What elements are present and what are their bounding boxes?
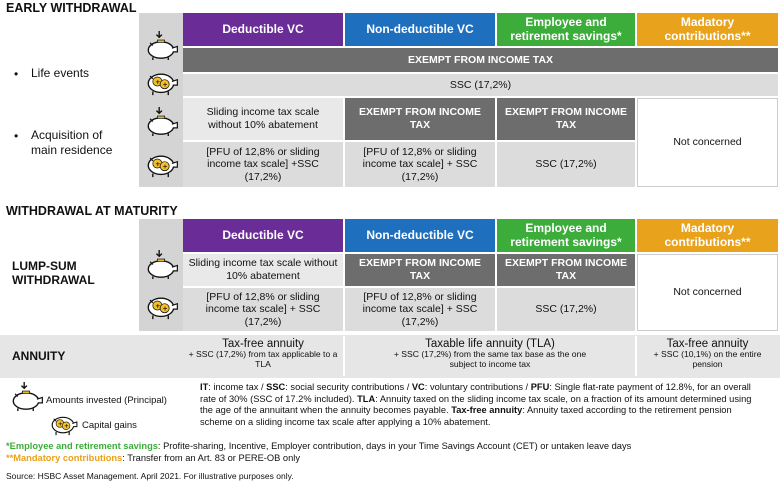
acquisition-label-1: Acquisition of — [31, 128, 103, 142]
piggy-bank-gains-icon — [141, 66, 181, 97]
maturity-deductible-top: Sliding income tax scale without 10% aba… — [183, 254, 343, 286]
annuity-divider — [343, 336, 345, 376]
lump-sum-label: LUMP-SUM WITHDRAWAL — [12, 259, 95, 288]
header-employee-savings: Employee and retirement savings* — [497, 219, 635, 252]
exempt-all-cell: EXEMPT FROM INCOME TAX — [183, 48, 778, 72]
legend-gains-label: Capital gains — [82, 420, 137, 431]
piggy-bank-gains-icon — [46, 410, 80, 437]
note-mandatory: **Mandatory contributions: Transfer from… — [6, 453, 776, 465]
early-employee-top: EXEMPT FROM INCOME TAX — [497, 98, 635, 140]
maturity-title: WITHDRAWAL AT MATURITY — [6, 204, 178, 218]
acquisition-label-2: main residence — [31, 143, 113, 157]
note-val: : Profite-sharing, Incentive, Employer c… — [157, 441, 632, 451]
def-key: Tax-free annuity — [451, 405, 523, 416]
annuity-mandatory-cell: Tax-free annuity + SSC (10,1%) on the en… — [637, 336, 778, 376]
header-deductible-vc: Deductible VC — [183, 13, 343, 46]
note-star: * — [6, 441, 10, 451]
early-withdrawal-title: EARLY WITHDRAWAL — [6, 1, 137, 15]
note-star: ** — [6, 453, 14, 463]
def-val: : voluntary contributions / — [424, 382, 531, 392]
def-val: : Annuity taxed according to the retirem… — [200, 405, 732, 427]
def-val: : Single flat-rate payment of 12.8%, for… — [200, 382, 751, 404]
bullet: • — [14, 67, 19, 81]
annuity-divider — [635, 336, 637, 376]
header-nondeductible-vc: Non-deductible VC — [345, 13, 495, 46]
life-events-label: Life events — [31, 66, 90, 80]
maturity-employee-bottom: SSC (17,2%) — [497, 288, 635, 331]
annuity-tax-free-sub: + SSC (17,2%) from tax applicable to a T… — [188, 349, 338, 369]
header-nondeductible-vc: Non-deductible VC — [345, 219, 495, 252]
legend-principal-label: Amounts invested (Principal) — [46, 395, 167, 406]
def-key: SSC — [266, 382, 286, 392]
note-val: : Transfer from an Art. 83 or PERE-OB on… — [122, 453, 300, 463]
early-nondeductible-bottom: [PFU of 12,8% or sliding income tax scal… — [345, 142, 495, 187]
note-employee-savings: *Employee and retirement savings: Profit… — [6, 441, 776, 453]
annuity-tax-free-title: Tax-free annuity — [222, 338, 304, 350]
early-mandatory-cell: Not concerned — [637, 98, 778, 187]
def-val: : social security contributions / — [285, 382, 412, 392]
early-deductible-top: Sliding income tax scale without 10% aba… — [183, 98, 343, 140]
annuity-tla-title: Taxable life annuity (TLA) — [425, 338, 555, 350]
source-note: Source: HSBC Asset Management. April 202… — [6, 471, 294, 481]
header-mandatory-contributions: Madatory contributions** — [637, 13, 778, 46]
def-val: : Annuity taxed on the sliding income ta… — [200, 393, 752, 416]
header-mandatory-contributions: Madatory contributions** — [637, 219, 778, 252]
def-key: IT — [200, 382, 209, 392]
annuity-tla-sub: + SSC (17,2%) from the same tax base as … — [393, 349, 587, 369]
annuity-mandatory-title: Tax-free annuity — [666, 338, 749, 350]
piggy-bank-principal-icon — [141, 249, 181, 280]
note-key: Employee and retirement savings — [9, 441, 158, 451]
def-key: TLA — [357, 393, 376, 404]
piggy-bank-gains-icon — [141, 148, 181, 179]
annuity-mandatory-sub: + SSC (10,1%) on the entire pension — [653, 349, 762, 369]
def-key: VC — [411, 382, 425, 392]
def-val: : income tax / — [208, 382, 267, 392]
def-key: PFU — [530, 382, 550, 392]
maturity-nondeductible-top: EXEMPT FROM INCOME TAX — [345, 254, 495, 286]
bullet: • — [14, 129, 19, 143]
piggy-bank-principal-icon — [6, 381, 46, 412]
piggy-bank-principal-icon — [141, 106, 181, 137]
piggy-bank-gains-icon — [141, 290, 181, 321]
note-key: Mandatory contributions — [13, 453, 123, 463]
maturity-nondeductible-bottom: [PFU of 12,8% or sliding income tax scal… — [345, 288, 495, 331]
maturity-mandatory-cell: Not concerned — [637, 254, 778, 331]
maturity-deductible-bottom: [PFU of 12,8% or sliding income tax scal… — [183, 288, 343, 331]
annuity-label: ANNUITY — [12, 349, 66, 363]
early-nondeductible-top: EXEMPT FROM INCOME TAX — [345, 98, 495, 140]
maturity-employee-top: EXEMPT FROM INCOME TAX — [497, 254, 635, 286]
annuity-tax-free-cell: Tax-free annuity + SSC (17,2%) from tax … — [183, 336, 343, 376]
piggy-bank-principal-icon — [141, 30, 181, 61]
annuity-tla-cell: Taxable life annuity (TLA) + SSC (17,2%)… — [345, 336, 635, 376]
early-deductible-bottom: [PFU of 12,8% or sliding income tax scal… — [183, 142, 343, 187]
ssc-all-cell: SSC (17,2%) — [183, 74, 778, 96]
definitions-text: IT: income tax / SSC: social security co… — [200, 382, 760, 428]
early-employee-bottom: SSC (17,2%) — [497, 142, 635, 187]
header-deductible-vc: Deductible VC — [183, 219, 343, 252]
header-employee-savings: Employee and retirement savings* — [497, 13, 635, 46]
